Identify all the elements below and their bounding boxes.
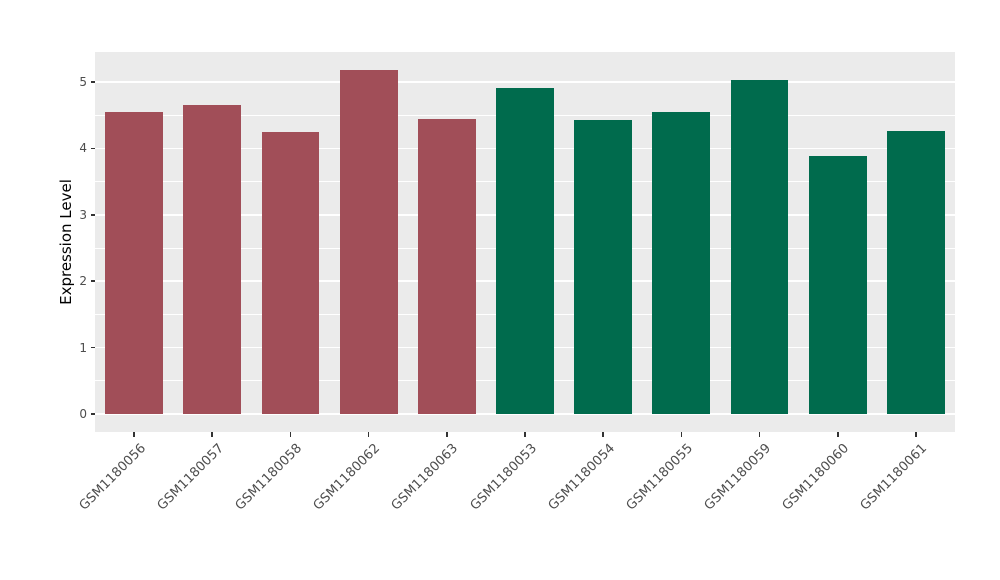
y-tick-mark <box>90 346 95 349</box>
bar-GSM1180058 <box>261 132 320 415</box>
y-tick-mark <box>90 280 95 282</box>
x-tick-label-text: GSM1180058 <box>232 441 306 514</box>
x-tick-label-text: GSM1180055 <box>623 441 696 514</box>
x-tick-label-text: GSM1180057 <box>154 441 227 514</box>
x-tick-label-text: GSM1180053 <box>467 441 540 514</box>
y-tick-mark <box>90 413 95 415</box>
x-tick-mark <box>602 432 604 437</box>
y-tick-label: 3 <box>79 207 87 222</box>
x-tick-label-text: GSM1180060 <box>779 441 853 514</box>
x-tick-mark <box>915 432 917 437</box>
y-tick-mark <box>90 81 95 83</box>
bar-GSM1180055 <box>652 111 711 415</box>
bar-GSM1180062 <box>339 69 398 415</box>
x-tick-mark <box>289 432 292 437</box>
x-tick-label-text: GSM1180061 <box>858 441 931 514</box>
bar-GSM1180057 <box>183 105 242 415</box>
x-tick-mark <box>524 432 526 437</box>
y-tick-label: 1 <box>79 340 87 355</box>
x-tick-mark <box>211 432 214 437</box>
bar-GSM1180063 <box>417 119 476 415</box>
bar-GSM1180059 <box>730 79 789 415</box>
y-tick-label: 2 <box>79 274 87 289</box>
x-tick-mark <box>836 432 839 437</box>
y-tick-label: 4 <box>79 141 87 156</box>
y-tick-label: 5 <box>79 74 87 89</box>
x-tick-label-text: GSM1180059 <box>701 441 775 514</box>
x-tick-label-text: GSM1180056 <box>76 441 149 514</box>
x-tick-mark <box>367 432 370 437</box>
y-tick-mark <box>90 147 95 150</box>
y-tick-mark <box>90 213 95 216</box>
x-tick-mark <box>133 432 135 437</box>
bar-GSM1180060 <box>808 156 867 415</box>
x-tick-label-text: GSM1180063 <box>388 441 462 514</box>
x-tick-mark <box>446 432 448 437</box>
x-tick-mark <box>680 432 683 437</box>
y-tick-label: 0 <box>79 407 87 422</box>
x-tick-label-text: GSM1180054 <box>545 441 618 514</box>
bar-GSM1180053 <box>496 87 554 415</box>
bar-GSM1180056 <box>105 111 163 415</box>
x-tick-label-text: GSM1180062 <box>310 441 384 514</box>
gridline-major <box>95 413 955 415</box>
plot-panel <box>95 52 955 432</box>
bar-GSM1180061 <box>886 131 945 415</box>
x-tick-mark <box>758 432 761 437</box>
bar-GSM1180054 <box>574 120 633 415</box>
gridline-major <box>95 81 955 83</box>
